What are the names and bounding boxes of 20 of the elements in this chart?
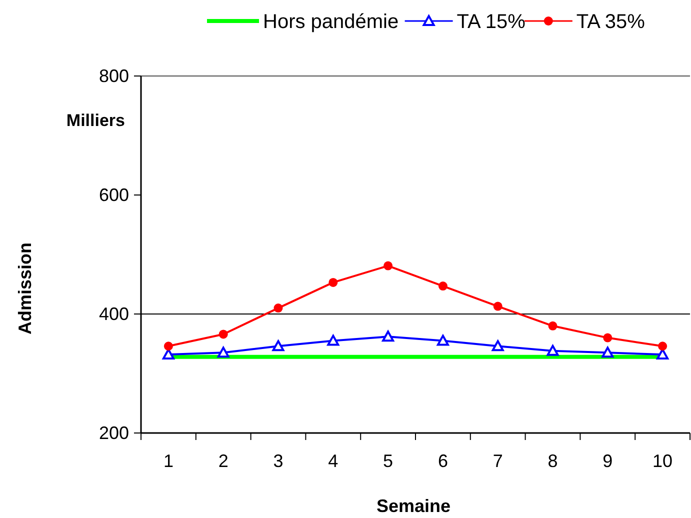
x-tick-label: 3 [273, 451, 284, 471]
y-tick-label: 600 [98, 185, 129, 205]
text: Milliers [66, 111, 125, 130]
x-tick-label: 2 [218, 451, 228, 471]
legend-label: Hors pandémie [263, 11, 399, 33]
y-tick-label: 800 [98, 66, 129, 86]
x-tick-label: 7 [492, 451, 503, 471]
x-tick-label: 8 [548, 451, 558, 471]
x-tick-label: 1 [163, 451, 174, 471]
y-tick-label: 200 [98, 423, 129, 443]
y-tick-label: 400 [98, 304, 129, 324]
x-tick-label: 6 [438, 451, 448, 471]
x-tick-label: 10 [652, 451, 673, 471]
legend-label: TA 15% [456, 11, 526, 33]
legend-label: TA 35% [576, 11, 646, 33]
x-tick-label: 4 [328, 451, 338, 471]
x-tick-label: 9 [602, 451, 613, 471]
x-axis-title: Semaine [376, 496, 451, 516]
x-tick-label: 5 [383, 451, 394, 471]
y-axis-title: Admission [15, 242, 35, 335]
